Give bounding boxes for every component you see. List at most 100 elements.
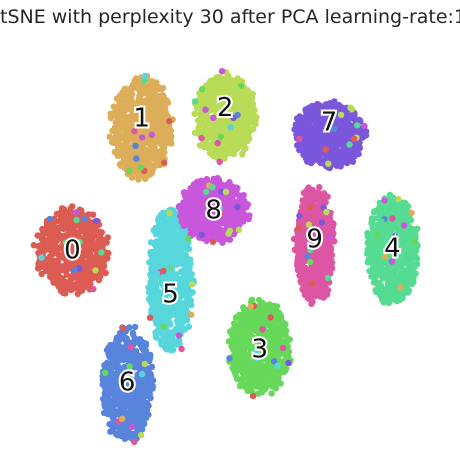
data-point <box>115 117 122 125</box>
data-point <box>107 365 115 372</box>
data-point <box>333 150 340 157</box>
data-point <box>257 363 264 370</box>
data-point <box>175 277 182 284</box>
data-point <box>163 97 170 104</box>
data-point <box>129 99 136 106</box>
data-point <box>177 316 184 323</box>
data-point <box>248 313 255 321</box>
data-point <box>38 244 45 252</box>
data-point <box>135 392 142 399</box>
data-point <box>403 212 410 219</box>
data-point <box>174 309 181 316</box>
data-point <box>220 115 227 123</box>
data-point <box>160 246 167 254</box>
data-point <box>243 129 250 137</box>
data-point <box>168 219 175 226</box>
data-point <box>160 223 168 230</box>
data-point <box>126 324 133 331</box>
data-point <box>259 353 267 361</box>
data-point <box>46 269 54 276</box>
data-point <box>105 249 112 257</box>
data-point <box>107 114 114 122</box>
data-point <box>385 248 392 255</box>
data-point <box>159 129 167 136</box>
data-point <box>151 88 159 95</box>
data-point <box>132 348 140 355</box>
data-point <box>135 176 142 183</box>
data-point <box>254 381 261 388</box>
data-point <box>153 79 160 86</box>
data-point <box>254 318 262 325</box>
data-point <box>385 211 392 218</box>
data-point <box>179 237 186 245</box>
data-point <box>278 339 286 346</box>
data-point <box>77 276 85 283</box>
data-point <box>242 371 249 378</box>
data-point <box>119 91 126 98</box>
data-point <box>87 254 94 262</box>
data-point <box>147 108 154 115</box>
data-point <box>327 100 334 107</box>
data-point <box>402 199 409 207</box>
data-point <box>155 214 162 222</box>
data-point <box>142 139 150 146</box>
data-point <box>251 107 258 114</box>
data-point <box>172 213 179 221</box>
cluster-3-points <box>225 296 294 397</box>
data-point <box>196 101 203 109</box>
data-point <box>222 138 230 145</box>
data-point <box>79 250 87 257</box>
data-point <box>68 212 75 220</box>
data-point <box>34 232 41 239</box>
data-point <box>115 346 123 353</box>
data-point <box>386 191 394 199</box>
data-point <box>262 372 269 379</box>
data-point <box>116 356 123 364</box>
data-point <box>112 132 120 139</box>
data-point <box>69 203 76 210</box>
data-point <box>111 410 118 417</box>
data-point <box>261 379 269 387</box>
data-point <box>378 207 386 214</box>
data-point <box>64 264 71 271</box>
data-point <box>62 210 69 217</box>
data-point <box>181 258 188 265</box>
data-point <box>355 145 362 153</box>
data-point <box>89 235 96 242</box>
data-point <box>263 329 271 336</box>
data-point <box>138 339 146 346</box>
data-point <box>125 128 133 136</box>
data-point <box>60 281 67 288</box>
data-point <box>310 145 317 153</box>
data-point <box>62 290 69 297</box>
data-point <box>307 134 315 142</box>
data-point <box>389 270 396 277</box>
data-point <box>168 311 175 318</box>
data-point <box>397 214 404 222</box>
data-point <box>84 234 91 241</box>
data-point <box>104 409 111 416</box>
data-point <box>215 148 222 156</box>
data-point <box>392 250 400 257</box>
data-point <box>152 104 159 111</box>
data-point <box>180 281 187 288</box>
data-point <box>145 391 152 399</box>
data-point <box>241 383 249 390</box>
data-point <box>187 290 194 297</box>
data-point <box>148 272 156 279</box>
data-point <box>316 157 323 165</box>
data-point <box>165 239 173 246</box>
data-point <box>338 156 345 163</box>
data-point <box>221 105 228 112</box>
data-point <box>161 144 168 151</box>
data-point <box>121 425 128 432</box>
data-point <box>137 352 145 360</box>
data-point <box>382 259 390 267</box>
data-point <box>407 229 414 236</box>
data-point <box>82 227 90 234</box>
data-point <box>399 232 406 239</box>
data-point <box>159 274 166 282</box>
data-point <box>212 78 219 85</box>
data-point <box>338 104 345 111</box>
data-point <box>155 120 162 127</box>
